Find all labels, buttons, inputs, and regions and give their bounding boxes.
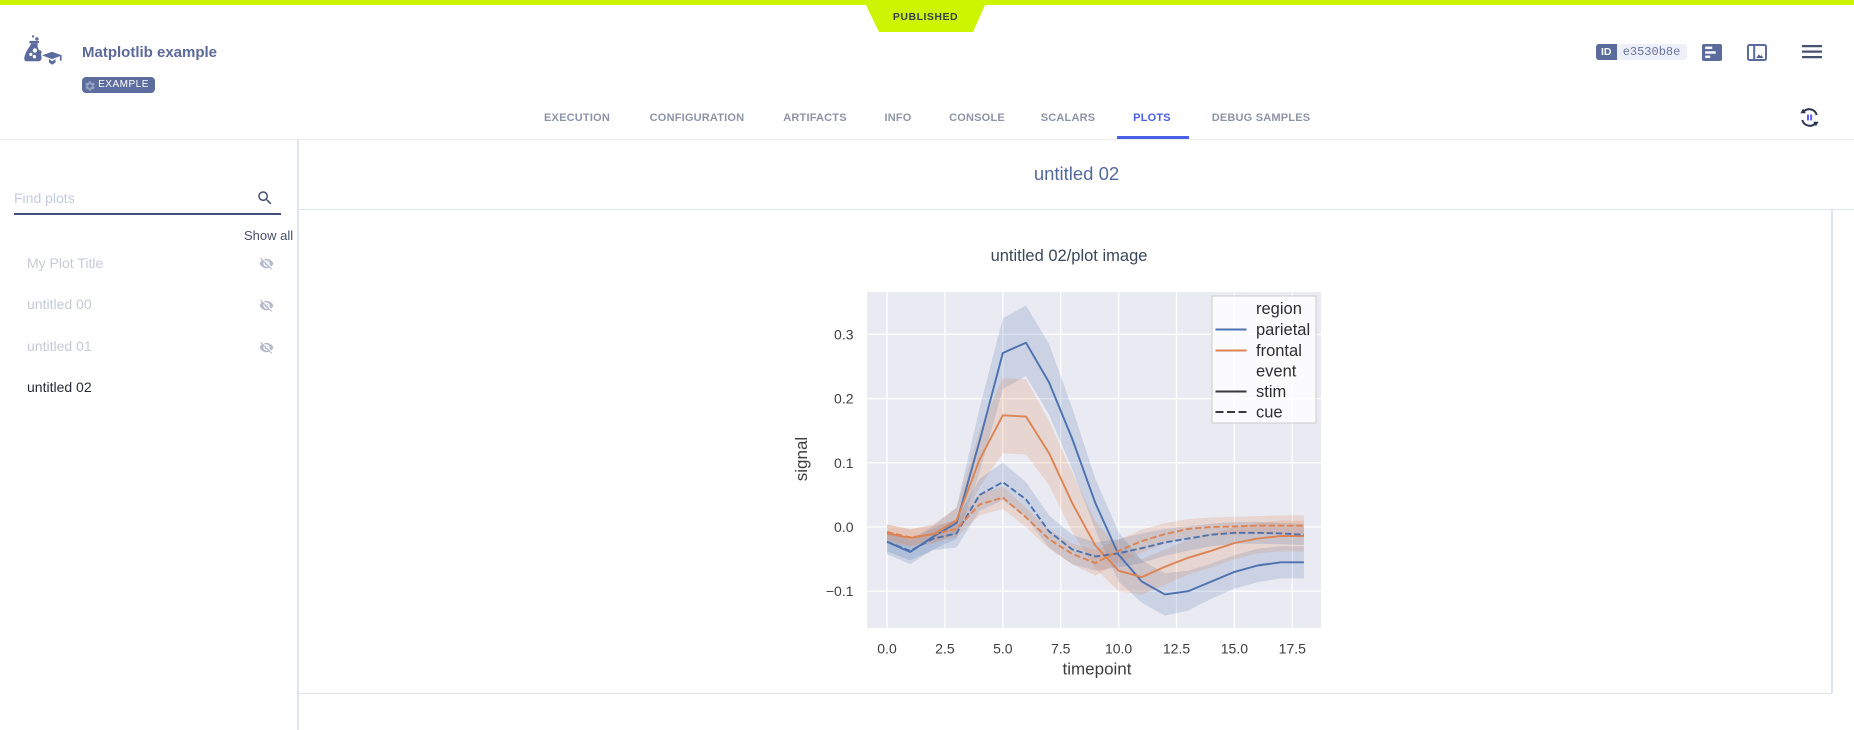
svg-text:10.0: 10.0 xyxy=(1105,641,1132,657)
svg-text:frontal: frontal xyxy=(1256,342,1302,360)
svg-text:−0.1: −0.1 xyxy=(826,583,854,599)
svg-text:12.5: 12.5 xyxy=(1163,641,1190,657)
svg-text:event: event xyxy=(1256,363,1297,381)
svg-text:5.0: 5.0 xyxy=(993,641,1013,657)
svg-text:0.0: 0.0 xyxy=(877,641,897,657)
svg-text:15.0: 15.0 xyxy=(1221,641,1248,657)
svg-text:signal: signal xyxy=(792,437,811,481)
svg-text:region: region xyxy=(1256,300,1302,318)
svg-text:untitled 02/plot image: untitled 02/plot image xyxy=(991,247,1148,265)
svg-text:17.5: 17.5 xyxy=(1279,641,1306,657)
svg-text:0.1: 0.1 xyxy=(834,455,854,471)
svg-text:parietal: parietal xyxy=(1256,321,1310,339)
svg-text:timepoint: timepoint xyxy=(1063,660,1132,679)
svg-text:0.2: 0.2 xyxy=(834,391,854,407)
svg-text:cue: cue xyxy=(1256,404,1283,422)
svg-text:0.3: 0.3 xyxy=(834,326,854,342)
svg-text:stim: stim xyxy=(1256,383,1286,401)
svg-text:0.0: 0.0 xyxy=(834,519,854,535)
svg-text:2.5: 2.5 xyxy=(935,641,955,657)
svg-text:7.5: 7.5 xyxy=(1051,641,1071,657)
